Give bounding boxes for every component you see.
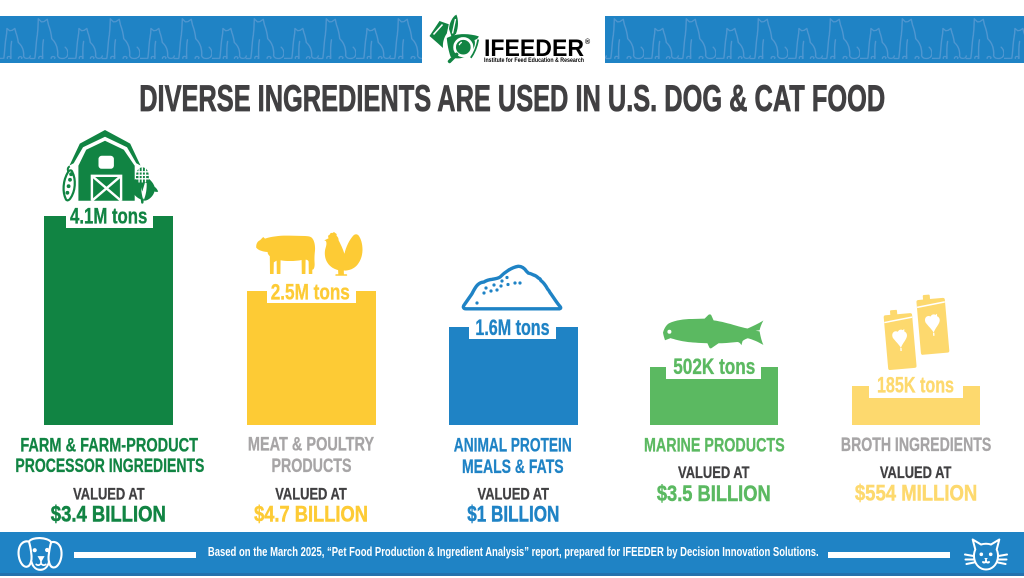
svg-text:VALUED AT: VALUED AT xyxy=(478,485,550,504)
svg-text:PRODUCTS: PRODUCTS xyxy=(272,456,352,477)
svg-text:$3.5 BILLION: $3.5 BILLION xyxy=(657,481,771,506)
svg-text:$554 MILLION: $554 MILLION xyxy=(855,481,977,506)
svg-text:MARINE PRODUCTS: MARINE PRODUCTS xyxy=(644,436,785,457)
svg-text:VALUED AT: VALUED AT xyxy=(73,485,145,504)
svg-text:BROTH INGREDIENTS: BROTH INGREDIENTS xyxy=(841,435,991,456)
svg-text:PROCESSOR INGREDIENTS: PROCESSOR INGREDIENTS xyxy=(15,456,204,477)
svg-text:MEALS & FATS: MEALS & FATS xyxy=(462,457,564,478)
svg-text:ANIMAL PROTEIN: ANIMAL PROTEIN xyxy=(454,436,572,457)
svg-text:$1 BILLION: $1 BILLION xyxy=(467,501,559,526)
svg-text:2.5M tons: 2.5M tons xyxy=(271,279,350,304)
svg-text:VALUED AT: VALUED AT xyxy=(880,463,952,482)
svg-text:4.1M tons: 4.1M tons xyxy=(70,204,147,229)
svg-text:$4.7 BILLION: $4.7 BILLION xyxy=(254,501,368,526)
svg-text:VALUED AT: VALUED AT xyxy=(275,485,347,504)
svg-text:FARM & FARM-PRODUCT: FARM & FARM-PRODUCT xyxy=(20,436,198,457)
svg-text:®: ® xyxy=(585,38,591,46)
svg-text:MEAT & POULTRY: MEAT & POULTRY xyxy=(248,435,374,456)
svg-text:$3.4 BILLION: $3.4 BILLION xyxy=(51,501,166,526)
svg-text:Institute for Feed Education &: Institute for Feed Education & Research xyxy=(484,57,584,64)
svg-text:1.6M tons: 1.6M tons xyxy=(475,315,549,340)
svg-text:Based on the March 2025, “Pet: Based on the March 2025, “Pet Food Produ… xyxy=(208,544,819,559)
svg-text:DIVERSE INGREDIENTS ARE USED I: DIVERSE INGREDIENTS ARE USED IN U.S. DOG… xyxy=(139,78,885,119)
svg-text:502K tons: 502K tons xyxy=(673,354,755,379)
svg-text:IFEEDER: IFEEDER xyxy=(484,35,584,62)
svg-text:VALUED AT: VALUED AT xyxy=(678,463,750,482)
svg-text:185K tons: 185K tons xyxy=(877,373,954,398)
